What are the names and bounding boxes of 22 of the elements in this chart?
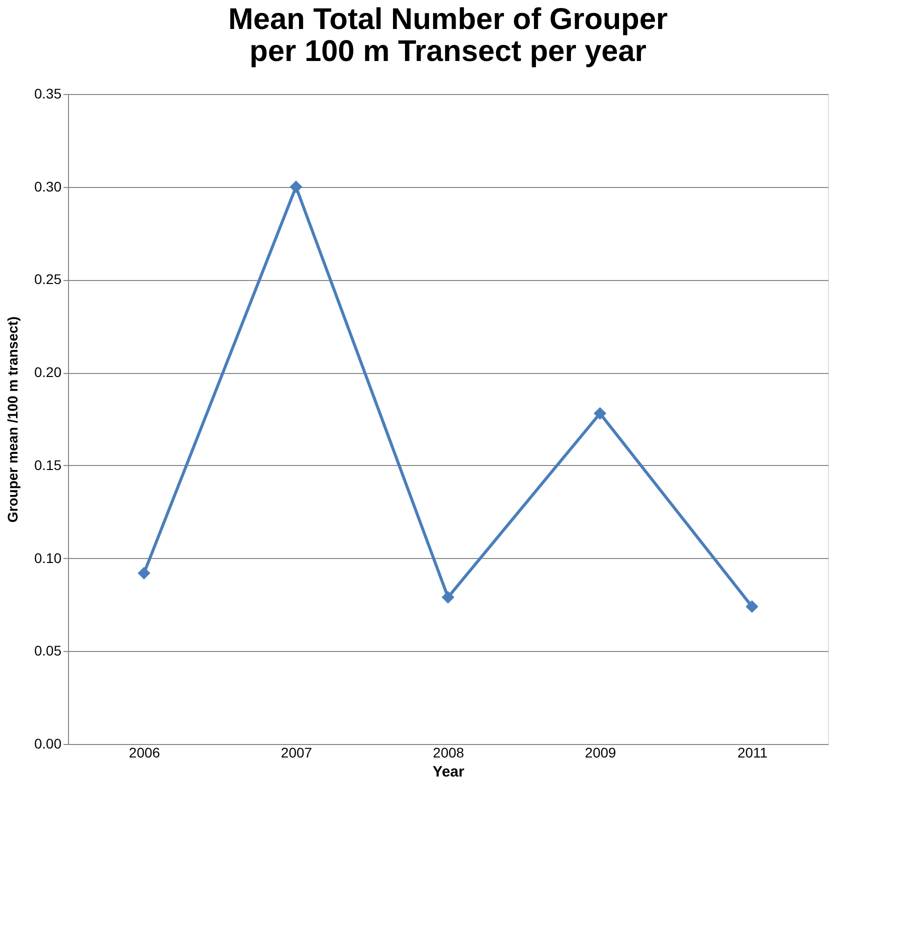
text: per 100 m Transect per year xyxy=(250,35,646,68)
point xyxy=(442,590,454,604)
y-tick-label: 0.25 xyxy=(34,271,62,288)
y-tick-label: 0.10 xyxy=(34,550,62,566)
y-tick-label: 0.30 xyxy=(34,178,62,194)
y-tick-label: 0.35 xyxy=(34,86,62,102)
y-tick-label: 0.00 xyxy=(34,736,62,752)
x-tick-label: 2011 xyxy=(737,744,768,760)
y-tick-label: 0.20 xyxy=(34,364,62,380)
y-axis-title: Grouper mean /100 m transect) xyxy=(4,316,20,523)
x-tick-label: 2008 xyxy=(432,744,464,760)
x-tick-label: 2007 xyxy=(280,744,312,760)
y-tick-label: 0.05 xyxy=(34,642,62,659)
x-tick-label: 2009 xyxy=(584,744,616,760)
point xyxy=(290,180,302,194)
x-tick-label: 2006 xyxy=(128,744,160,760)
point xyxy=(138,566,150,580)
point xyxy=(746,600,758,613)
text: Mean Total Number of Grouper xyxy=(228,3,668,36)
y-tick-label: 0.15 xyxy=(34,456,62,473)
x-axis-title: Year xyxy=(432,764,465,780)
point xyxy=(594,407,606,420)
